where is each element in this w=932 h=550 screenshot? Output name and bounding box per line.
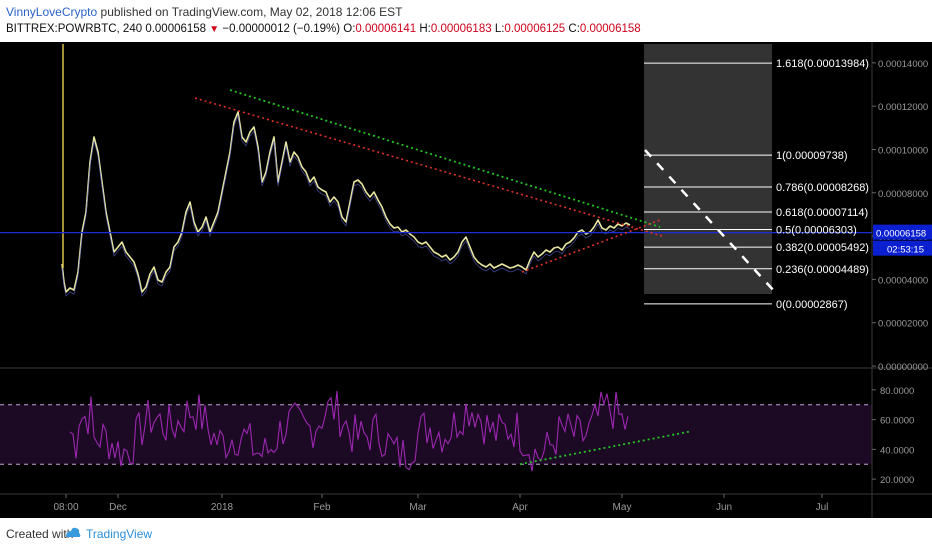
fib-level-label: 0.236(0.00004489) xyxy=(776,264,869,276)
low-value: 0.00006125 xyxy=(504,23,566,35)
rsi-support-trendline xyxy=(519,430,691,466)
fib-level-label: 0(0.00002867) xyxy=(776,299,848,311)
published-text: published on TradingView.com, May 02, 20… xyxy=(100,5,403,19)
high-value: 0.00006183 xyxy=(430,23,492,35)
price-tick-label: 0.00002000 xyxy=(878,319,928,330)
low-label: L: xyxy=(494,23,505,35)
last-price-badge-label: 0.00006158 xyxy=(876,229,926,240)
fib-level-label: 0.5(0.00006303) xyxy=(776,225,857,237)
publish-line: VinnyLoveCrypto published on TradingView… xyxy=(6,5,402,19)
projection-dashed-line xyxy=(644,149,776,293)
price-lows-line xyxy=(61,114,631,297)
rsi-tick-label: 80.0000 xyxy=(880,386,914,397)
fib-level-label: 1.618(0.00013984) xyxy=(776,58,869,70)
close-value: 0.00006158 xyxy=(579,23,641,35)
time-tick-label: Apr xyxy=(512,502,528,513)
tradingview-brand-link[interactable]: TradingView xyxy=(86,527,153,541)
price-change: −0.00000012 (−0.19%) xyxy=(222,23,341,35)
last-price-badge xyxy=(873,224,932,240)
price-tick-label: 0.00008000 xyxy=(878,189,928,200)
rsi-axis: 80.0000 60.0000 40.0000 20.0000 xyxy=(872,386,914,486)
countdown-badge-label: 02:53:15 xyxy=(887,245,924,256)
price-chart[interactable]: 1.618(0.00013984) 1(0.00009738) 0.786(0.00… xyxy=(0,42,932,518)
price-tick-label: 0.00014000 xyxy=(878,59,928,70)
close-label: C: xyxy=(568,23,580,35)
time-tick-label: Dec xyxy=(109,502,127,513)
red-resistance-trendline xyxy=(194,97,663,237)
time-tick-label: 08:00 xyxy=(53,502,78,513)
time-axis: 08:00 Dec 2018 Feb Mar Apr May Jun Jul xyxy=(0,493,932,513)
chart-header: VinnyLoveCrypto published on TradingView… xyxy=(0,0,932,42)
price-tick-label: 0.00004000 xyxy=(878,275,928,286)
rsi-tick-label: 40.0000 xyxy=(880,445,914,456)
rsi-pane xyxy=(0,390,872,472)
time-tick-label: Jul xyxy=(816,502,829,513)
fib-level-label: 0.786(0.00008268) xyxy=(776,182,869,194)
time-tick-label: Mar xyxy=(409,502,427,513)
price-axis: 0.00014000 0.00012000 0.00010000 0.00008000… xyxy=(871,42,932,518)
price-tick-label: 0.00012000 xyxy=(878,102,928,113)
countdown-badge xyxy=(873,240,932,256)
footer: Created with TradingView xyxy=(0,518,932,550)
rsi-line xyxy=(69,390,629,472)
symbol-label: BITTREX:POWRBTC, 240 xyxy=(6,23,143,35)
fib-level-label: 1(0.00009738) xyxy=(776,150,848,162)
open-value: 0.00006141 xyxy=(355,23,417,35)
time-tick-label: May xyxy=(613,502,632,513)
last-price: 0.00006158 xyxy=(145,23,207,35)
down-arrow-icon: ▼ xyxy=(209,24,220,35)
created-with-text: Created with xyxy=(6,527,74,541)
price-series-line xyxy=(61,111,631,293)
fib-level-label: 0.618(0.00007114) xyxy=(776,207,868,219)
time-tick-label: 2018 xyxy=(211,502,234,513)
rsi-tick-label: 60.0000 xyxy=(880,416,914,427)
tradingview-logo-icon xyxy=(66,527,81,537)
price-tick-label: 0.00010000 xyxy=(878,145,928,156)
rsi-band-fill xyxy=(0,404,872,465)
time-tick-label: Feb xyxy=(313,502,331,513)
high-label: H: xyxy=(419,23,431,35)
open-label: O: xyxy=(343,23,356,35)
author-link[interactable]: VinnyLoveCrypto xyxy=(6,5,98,19)
fib-shaded-box xyxy=(644,44,772,294)
price-tick-label: 0.00000000 xyxy=(878,362,928,373)
rsi-tick-label: 20.0000 xyxy=(880,475,914,486)
fib-level-label: 0.382(0.00005492) xyxy=(776,242,869,254)
ohlc-line: BITTREX:POWRBTC, 240 0.00006158 ▼ −0.000… xyxy=(6,23,641,35)
time-tick-label: Jun xyxy=(716,502,732,513)
green-resistance-trendline xyxy=(229,89,661,228)
price-pane: 1.618(0.00013984) 1(0.00009738) 0.786(0.00… xyxy=(0,44,932,369)
